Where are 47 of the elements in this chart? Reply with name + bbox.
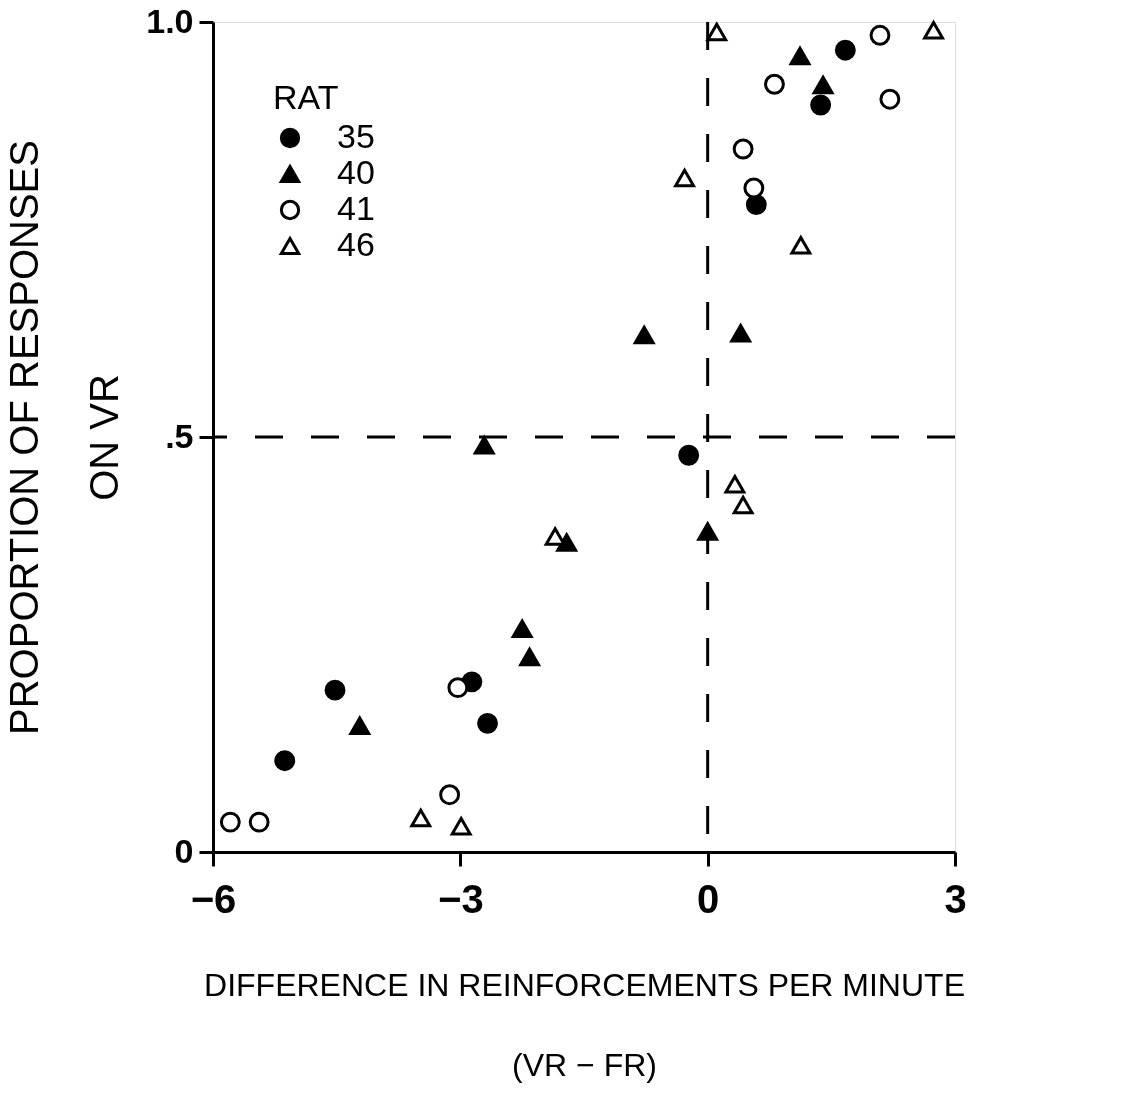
y-tick-label: 1.0 bbox=[146, 1, 194, 40]
point bbox=[219, 811, 241, 833]
point bbox=[879, 88, 901, 110]
point bbox=[439, 784, 461, 806]
point bbox=[544, 527, 566, 546]
y-axis-title: PROPORTION OF RESPONSES ON VR bbox=[2, 140, 127, 735]
text: DIFFERENCE IN REINFORCEMENTS PER MINUTE (VR − FR) bbox=[204, 966, 965, 1083]
point bbox=[812, 75, 834, 95]
point bbox=[730, 324, 752, 343]
y-tick-label: .5 bbox=[165, 416, 194, 455]
point bbox=[869, 24, 891, 46]
point bbox=[745, 194, 767, 216]
point bbox=[349, 716, 371, 736]
point bbox=[410, 808, 432, 828]
point bbox=[674, 168, 696, 188]
legend-label: 40 bbox=[337, 153, 375, 191]
point bbox=[447, 677, 469, 699]
point bbox=[810, 94, 832, 116]
x-tick-label: −3 bbox=[438, 876, 484, 921]
point bbox=[477, 712, 498, 734]
point bbox=[732, 138, 754, 160]
legend-label: 46 bbox=[337, 225, 375, 263]
point bbox=[789, 46, 811, 66]
legend-label: 35 bbox=[337, 117, 375, 155]
point bbox=[923, 21, 945, 40]
point bbox=[633, 325, 655, 345]
point bbox=[834, 39, 856, 61]
legend-title: RAT bbox=[273, 78, 339, 116]
point bbox=[519, 647, 541, 667]
point bbox=[450, 817, 472, 836]
y-tick-label: 0 bbox=[174, 831, 194, 870]
point bbox=[732, 495, 754, 515]
point bbox=[724, 475, 746, 494]
legend-label: 41 bbox=[337, 189, 375, 227]
point bbox=[678, 444, 700, 466]
point bbox=[790, 236, 812, 255]
x-tick-label: 3 bbox=[944, 876, 967, 921]
point bbox=[764, 73, 785, 95]
point bbox=[324, 679, 346, 701]
point bbox=[511, 619, 533, 638]
point bbox=[274, 750, 296, 772]
x-tick-label: 0 bbox=[697, 876, 720, 921]
point bbox=[248, 811, 270, 833]
x-tick-label: −6 bbox=[190, 876, 237, 921]
point bbox=[743, 177, 765, 199]
point bbox=[706, 22, 728, 42]
point bbox=[473, 436, 495, 455]
